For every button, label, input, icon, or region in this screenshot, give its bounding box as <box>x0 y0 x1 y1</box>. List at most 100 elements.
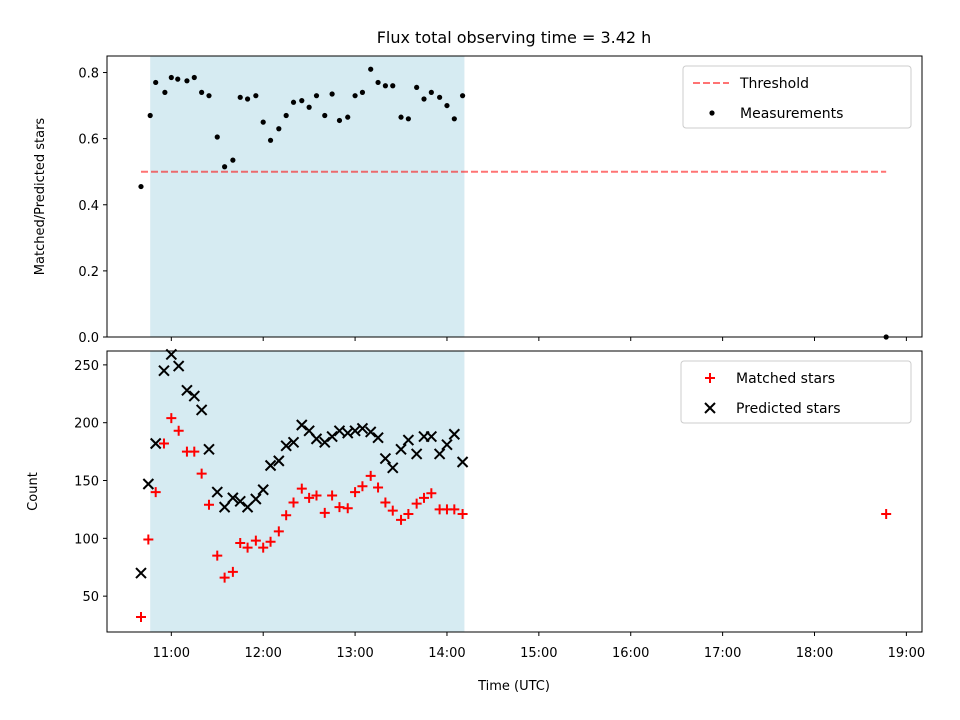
legend-marker <box>709 110 715 116</box>
matched-stars-point <box>212 550 223 561</box>
matched-stars-point <box>311 490 322 501</box>
axes-frame <box>106 55 923 338</box>
predicted-stars-point <box>395 443 407 455</box>
predicted-stars-point <box>364 426 377 438</box>
legend-marker <box>704 402 716 414</box>
predicted-stars-point <box>158 364 170 377</box>
measurements-point <box>444 102 450 109</box>
measurements-point <box>299 98 305 104</box>
measurements-point <box>459 93 466 99</box>
predicted-stars-point <box>425 430 438 443</box>
matched-stars-point <box>173 425 184 436</box>
legend: Matched stars Predicted stars <box>680 360 912 424</box>
x-tick-label: 16:00 <box>612 646 649 661</box>
matched-stars-point <box>426 488 437 499</box>
measurements-point <box>260 119 266 125</box>
measurements-point <box>405 116 411 122</box>
y-tick-label: 0.0 <box>78 331 99 346</box>
measurements-point <box>306 104 312 110</box>
legend-marker <box>705 373 715 383</box>
matched-stars-point <box>327 490 338 501</box>
y-tick-label: 200 <box>74 417 99 432</box>
measurements-point <box>336 117 343 124</box>
chart-title: Flux total observing time = 3.42 h <box>377 28 652 47</box>
matched-stars-point <box>881 509 892 520</box>
predicted-stars-point <box>149 437 162 450</box>
x-tick-label: 14:00 <box>428 646 465 661</box>
measurements-point <box>390 83 396 89</box>
legend-box <box>680 360 912 424</box>
predicted-stars-point <box>410 448 423 460</box>
matched-stars-point <box>418 492 429 503</box>
legend-label: Threshold <box>739 76 809 92</box>
matched-stars-point <box>342 503 353 514</box>
predicted-stars-point <box>250 493 262 505</box>
matched-stars-point <box>288 497 299 508</box>
matched-stars-point <box>227 566 238 577</box>
y-tick-label: 0.6 <box>78 133 99 148</box>
predicted-stars-point <box>387 462 399 474</box>
matched-stars-point <box>380 497 391 508</box>
measurements-point <box>153 79 159 86</box>
measurements-point <box>244 96 251 102</box>
measurements-point <box>206 93 212 99</box>
y-axis-label: Matched/Predicted stars <box>33 118 48 276</box>
matched-stars-point <box>357 481 368 492</box>
predicted-stars-point <box>372 432 384 444</box>
matched-stars-point <box>319 507 330 518</box>
matched-stars-point <box>203 499 214 510</box>
measurements-point <box>451 116 457 122</box>
predicted-stars-point <box>257 484 269 496</box>
matched-stars-point <box>219 572 230 583</box>
matched-stars-point <box>258 542 269 553</box>
matched-stars-point <box>150 487 161 498</box>
measurements-point <box>352 93 358 99</box>
matched-stars-point <box>387 505 398 516</box>
predicted-stars-point <box>203 443 215 455</box>
ratio-panel: 0.0 0.2 0.4 0.6 0.8 Matched/Predicted stars Th… <box>33 55 923 346</box>
y-tick-label: 0.8 <box>78 67 99 82</box>
predicted-stars-point <box>441 438 453 451</box>
matched-stars-point <box>196 468 207 479</box>
x-tick-label: 15:00 <box>520 646 557 661</box>
x-tick-label: 12:00 <box>244 646 281 661</box>
matched-stars-point <box>373 482 384 493</box>
matched-stars-point <box>242 542 253 553</box>
y-tick-label: 100 <box>74 532 99 547</box>
matched-stars-point <box>143 534 154 545</box>
measurements-point <box>199 89 205 95</box>
observing-window-shade <box>150 56 465 337</box>
predicted-stars-point <box>135 567 147 579</box>
predicted-stars-point <box>433 448 446 460</box>
measurements-point <box>375 79 381 86</box>
x-tick-label: 13:00 <box>336 646 373 661</box>
measurements-point <box>421 96 427 102</box>
measurements-point <box>162 89 168 95</box>
predicted-stars-point <box>342 427 354 439</box>
measurements-point <box>428 89 434 95</box>
measurements-point <box>222 164 228 170</box>
matched-stars-point <box>403 509 414 520</box>
matched-stars-point <box>365 470 376 481</box>
measurements-point <box>168 74 174 81</box>
measurements-point <box>230 157 236 163</box>
predicted-stars-point <box>195 404 208 416</box>
y-tick-label: 0.4 <box>78 199 99 214</box>
predicted-stars-point <box>333 425 346 437</box>
measurements-point <box>267 137 274 143</box>
observing-window-shade <box>150 351 465 632</box>
matched-stars-point <box>158 438 169 449</box>
predicted-stars-point <box>280 440 292 452</box>
legend-label: Matched stars <box>736 371 835 387</box>
matched-stars-point <box>296 483 307 494</box>
x-tick-label: 19:00 <box>888 646 925 661</box>
axes-frame <box>106 350 923 633</box>
measurements-point <box>437 94 443 100</box>
predicted-stars-point <box>181 384 193 397</box>
matched-stars-point <box>350 487 361 498</box>
measurements-point <box>184 78 190 84</box>
matched-stars-point <box>265 536 276 547</box>
measurements-point <box>359 89 366 95</box>
legend-label: Measurements <box>740 106 843 122</box>
x-tick-label: 17:00 <box>704 646 741 661</box>
